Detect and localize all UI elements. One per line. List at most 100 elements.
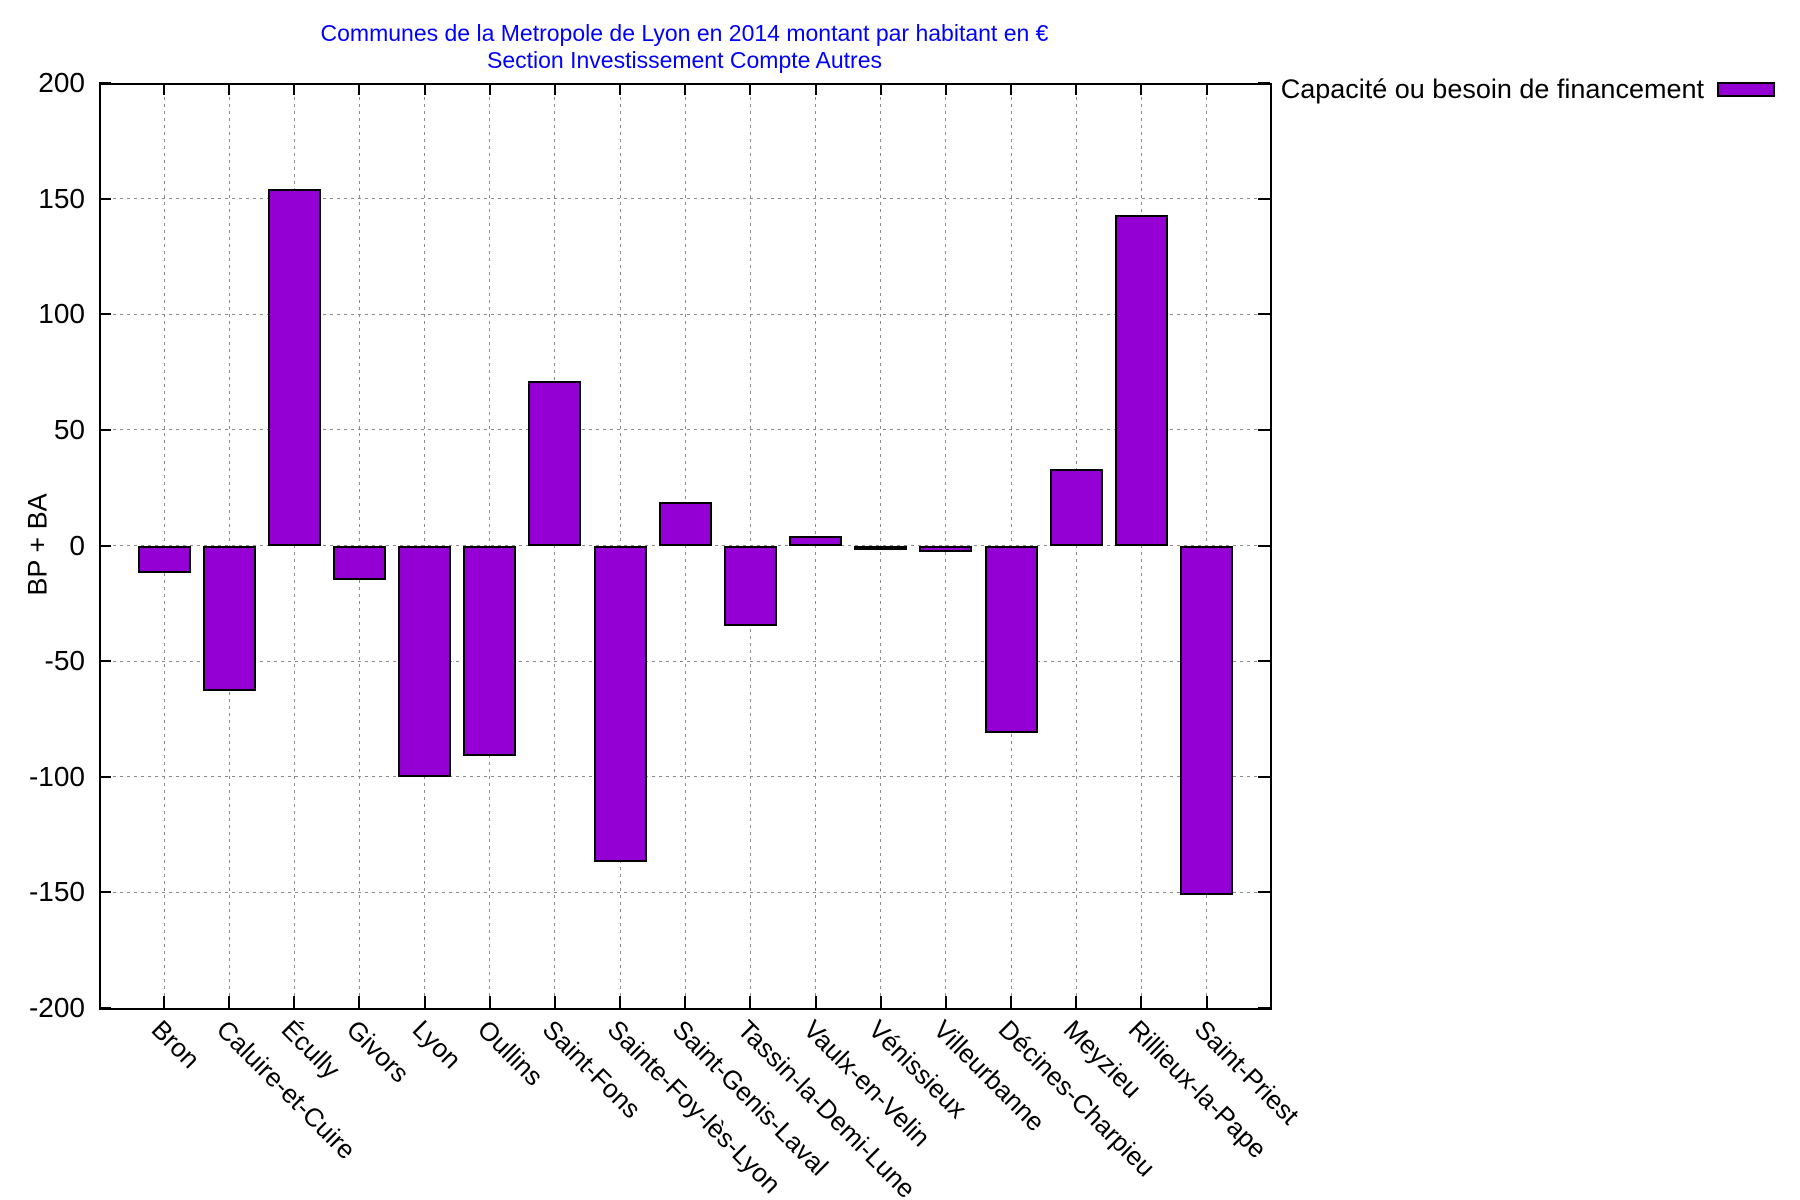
y-tick-left [99,428,111,431]
bar-Caluire-et-Cuire [202,545,256,692]
x-tick-bottom [944,996,947,1008]
x-gridline [293,83,295,1008]
x-tick-top [684,83,687,95]
y-tick-left [99,82,111,84]
y-tick-left [99,1007,111,1009]
x-tick-top [293,83,296,95]
x-gridline [1075,83,1077,1008]
y-tick-right [1258,82,1270,84]
x-tick-top [879,83,882,95]
y-tick-left [99,775,111,778]
x-tick-top [423,83,426,95]
x-tick-label: Bron [145,1014,206,1075]
y-tick-right [1258,544,1270,547]
y-gridline [99,313,1270,315]
y-tick-right [1258,891,1270,894]
bar-Lyon [398,545,452,777]
y-gridline [99,429,1270,431]
x-tick-top [358,83,361,95]
x-tick-top [553,83,556,95]
y-tick-left [99,891,111,894]
x-tick-top [228,83,231,95]
bar-Sainte-Foy-lès-Lyon [593,545,647,863]
y-tick-label: -150 [28,876,85,908]
bar-Saint-Priest [1180,545,1234,895]
bar-Vénissieux [854,545,908,551]
y-gridline [99,545,1270,546]
bar-Rillieux-la-Pape [1114,214,1168,546]
legend: Capacité ou besoin de financement [1281,74,1775,105]
x-tick-bottom [879,996,882,1008]
bar-Saint-Fons [528,381,582,546]
y-tick-label: 0 [69,529,85,561]
x-tick-top [163,83,165,95]
x-tick-bottom [684,996,687,1008]
x-tick-bottom [293,996,296,1008]
y-tick-label: 200 [38,67,85,98]
chart-title: Communes de la Metropole de Lyon en 2014… [99,20,1270,74]
x-tick-bottom [1010,996,1013,1008]
y-tick-label: -50 [44,645,85,677]
bar-Tassin-la-Demi-Lune [723,545,777,627]
x-tick-top [1075,83,1078,95]
x-gridline [684,83,686,1008]
y-tick-label: 150 [38,182,85,214]
x-tick-bottom [228,996,231,1008]
x-gridline [1140,83,1142,1008]
x-tick-top [1140,83,1143,95]
bar-Givors [332,545,386,581]
y-tick-left [99,544,111,547]
x-gridline [815,83,817,1008]
y-tick-label: 50 [53,413,85,445]
x-gridline [554,83,556,1008]
x-tick-bottom [163,996,165,1008]
x-tick-top [1010,83,1013,95]
y-tick-left [99,313,111,316]
y-tick-left [99,197,111,200]
bar-Bron [137,545,191,574]
bar-Saint-Genis-Laval [658,501,712,546]
y-tick-right [1258,1007,1270,1009]
y-gridline [99,891,1270,893]
bar-Vaulx-en-Velin [789,536,843,546]
x-tick-top [619,83,622,95]
x-tick-label: Givors [341,1014,416,1089]
x-tick-bottom [1140,996,1143,1008]
x-tick-top [749,83,752,95]
x-tick-bottom [1075,996,1078,1008]
x-tick-top [488,83,491,95]
bar-Décines-Charpieu [984,545,1038,733]
x-tick-bottom [553,996,556,1008]
x-tick-top [1205,83,1208,95]
x-tick-bottom [423,996,426,1008]
chart-title-line2: Section Investissement Compte Autres [486,47,883,73]
bar-Villeurbanne [919,545,973,553]
x-tick-top [814,83,817,95]
y-tick-label: -200 [28,992,85,1023]
x-tick-label: Oullins [471,1014,550,1092]
bar-Écully [267,189,321,546]
x-tick-bottom [488,996,491,1008]
bar-Oullins [463,545,517,756]
x-tick-bottom [814,996,817,1008]
y-tick-right [1258,428,1270,431]
y-gridline [99,776,1270,778]
y-tick-right [1258,197,1270,200]
y-tick-right [1258,313,1270,316]
y-gridline [99,198,1270,200]
legend-swatch [1717,82,1775,97]
y-tick-label: -100 [28,760,85,792]
y-tick-right [1258,660,1270,663]
y-gridline [99,660,1270,662]
chart-title-line1: Communes de la Metropole de Lyon en 2014… [320,20,1049,46]
x-tick-bottom [619,996,622,1008]
y-tick-right [1258,775,1270,778]
y-tick-label: 100 [38,298,85,330]
y-tick-left [99,660,111,663]
x-tick-bottom [1205,996,1208,1008]
x-tick-bottom [749,996,752,1008]
x-tick-bottom [358,996,361,1008]
x-tick-top [944,83,947,95]
bar-Meyzieu [1049,469,1103,546]
